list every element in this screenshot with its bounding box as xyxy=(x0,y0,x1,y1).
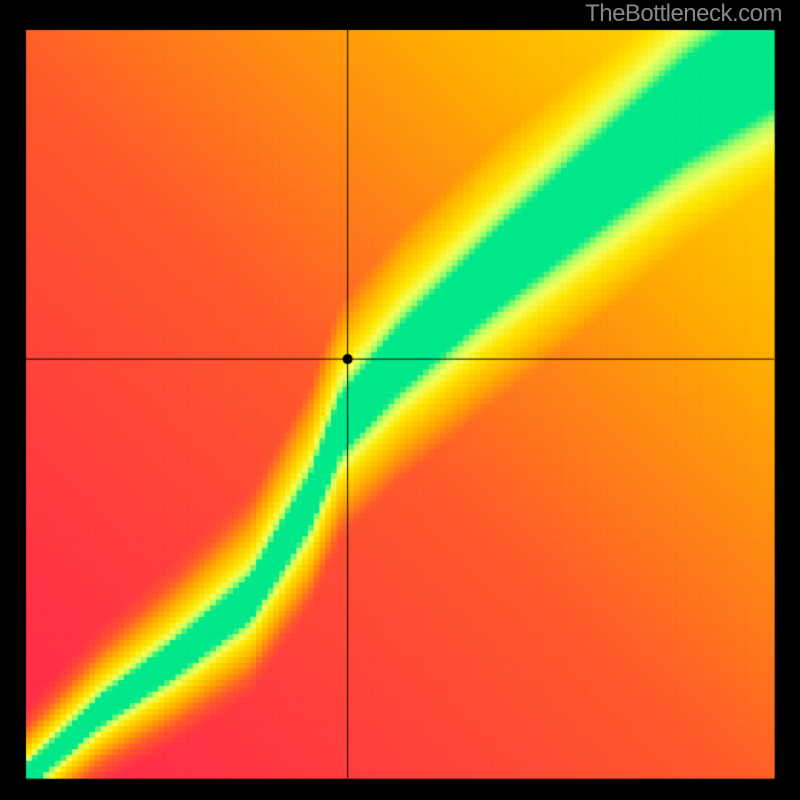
bottleneck-heatmap xyxy=(0,0,800,800)
watermark-text: TheBottleneck.com xyxy=(585,0,782,28)
